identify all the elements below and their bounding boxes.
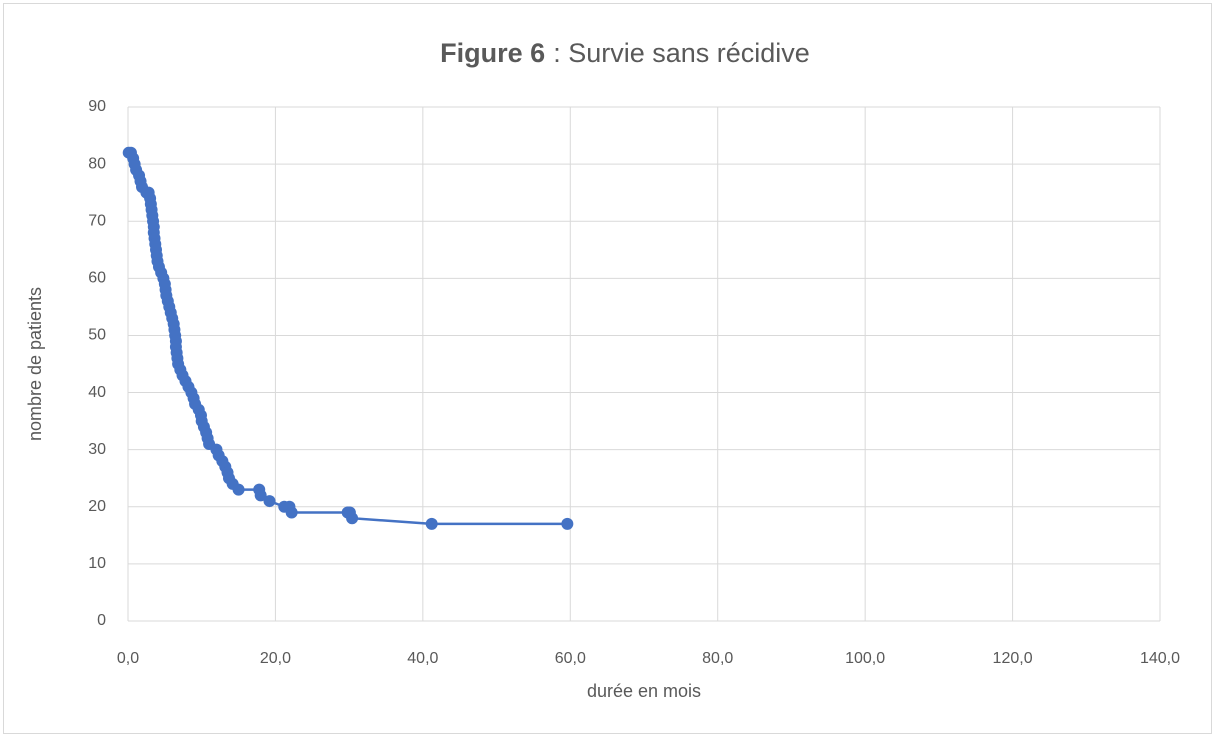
x-tick-label: 60,0 <box>555 650 586 667</box>
chart-border <box>3 3 1212 734</box>
data-point <box>346 512 359 525</box>
y-tick-label: 90 <box>88 98 106 115</box>
x-tick-label: 140,0 <box>1140 650 1180 667</box>
y-tick-label: 0 <box>97 612 106 629</box>
x-tick-label: 20,0 <box>260 650 291 667</box>
x-tick-label: 120,0 <box>993 650 1033 667</box>
x-tick-label: 0,0 <box>117 650 139 667</box>
y-tick-label: 20 <box>88 498 106 515</box>
data-point <box>285 506 298 519</box>
x-tick-label: 80,0 <box>702 650 733 667</box>
y-tick-label: 70 <box>88 212 106 229</box>
chart-title: Figure 6 : Survie sans récidive <box>440 38 810 68</box>
title-rest: : Survie sans récidive <box>553 38 810 68</box>
y-tick-label: 60 <box>88 270 106 287</box>
data-point <box>263 495 276 508</box>
data-point <box>561 517 574 530</box>
x-tick-label: 100,0 <box>845 650 885 667</box>
y-tick-label: 80 <box>88 155 106 172</box>
y-tick-label: 50 <box>88 327 106 344</box>
title-bold: Figure 6 <box>440 38 545 68</box>
x-axis-label: durée en mois <box>587 681 701 701</box>
x-tick-label: 40,0 <box>407 650 438 667</box>
data-point <box>425 517 438 530</box>
y-tick-label: 30 <box>88 441 106 458</box>
data-point <box>232 483 245 496</box>
y-tick-label: 10 <box>88 555 106 572</box>
data-point <box>254 489 267 502</box>
y-tick-label: 40 <box>88 384 106 401</box>
y-axis-label: nombre de patients <box>25 287 45 441</box>
